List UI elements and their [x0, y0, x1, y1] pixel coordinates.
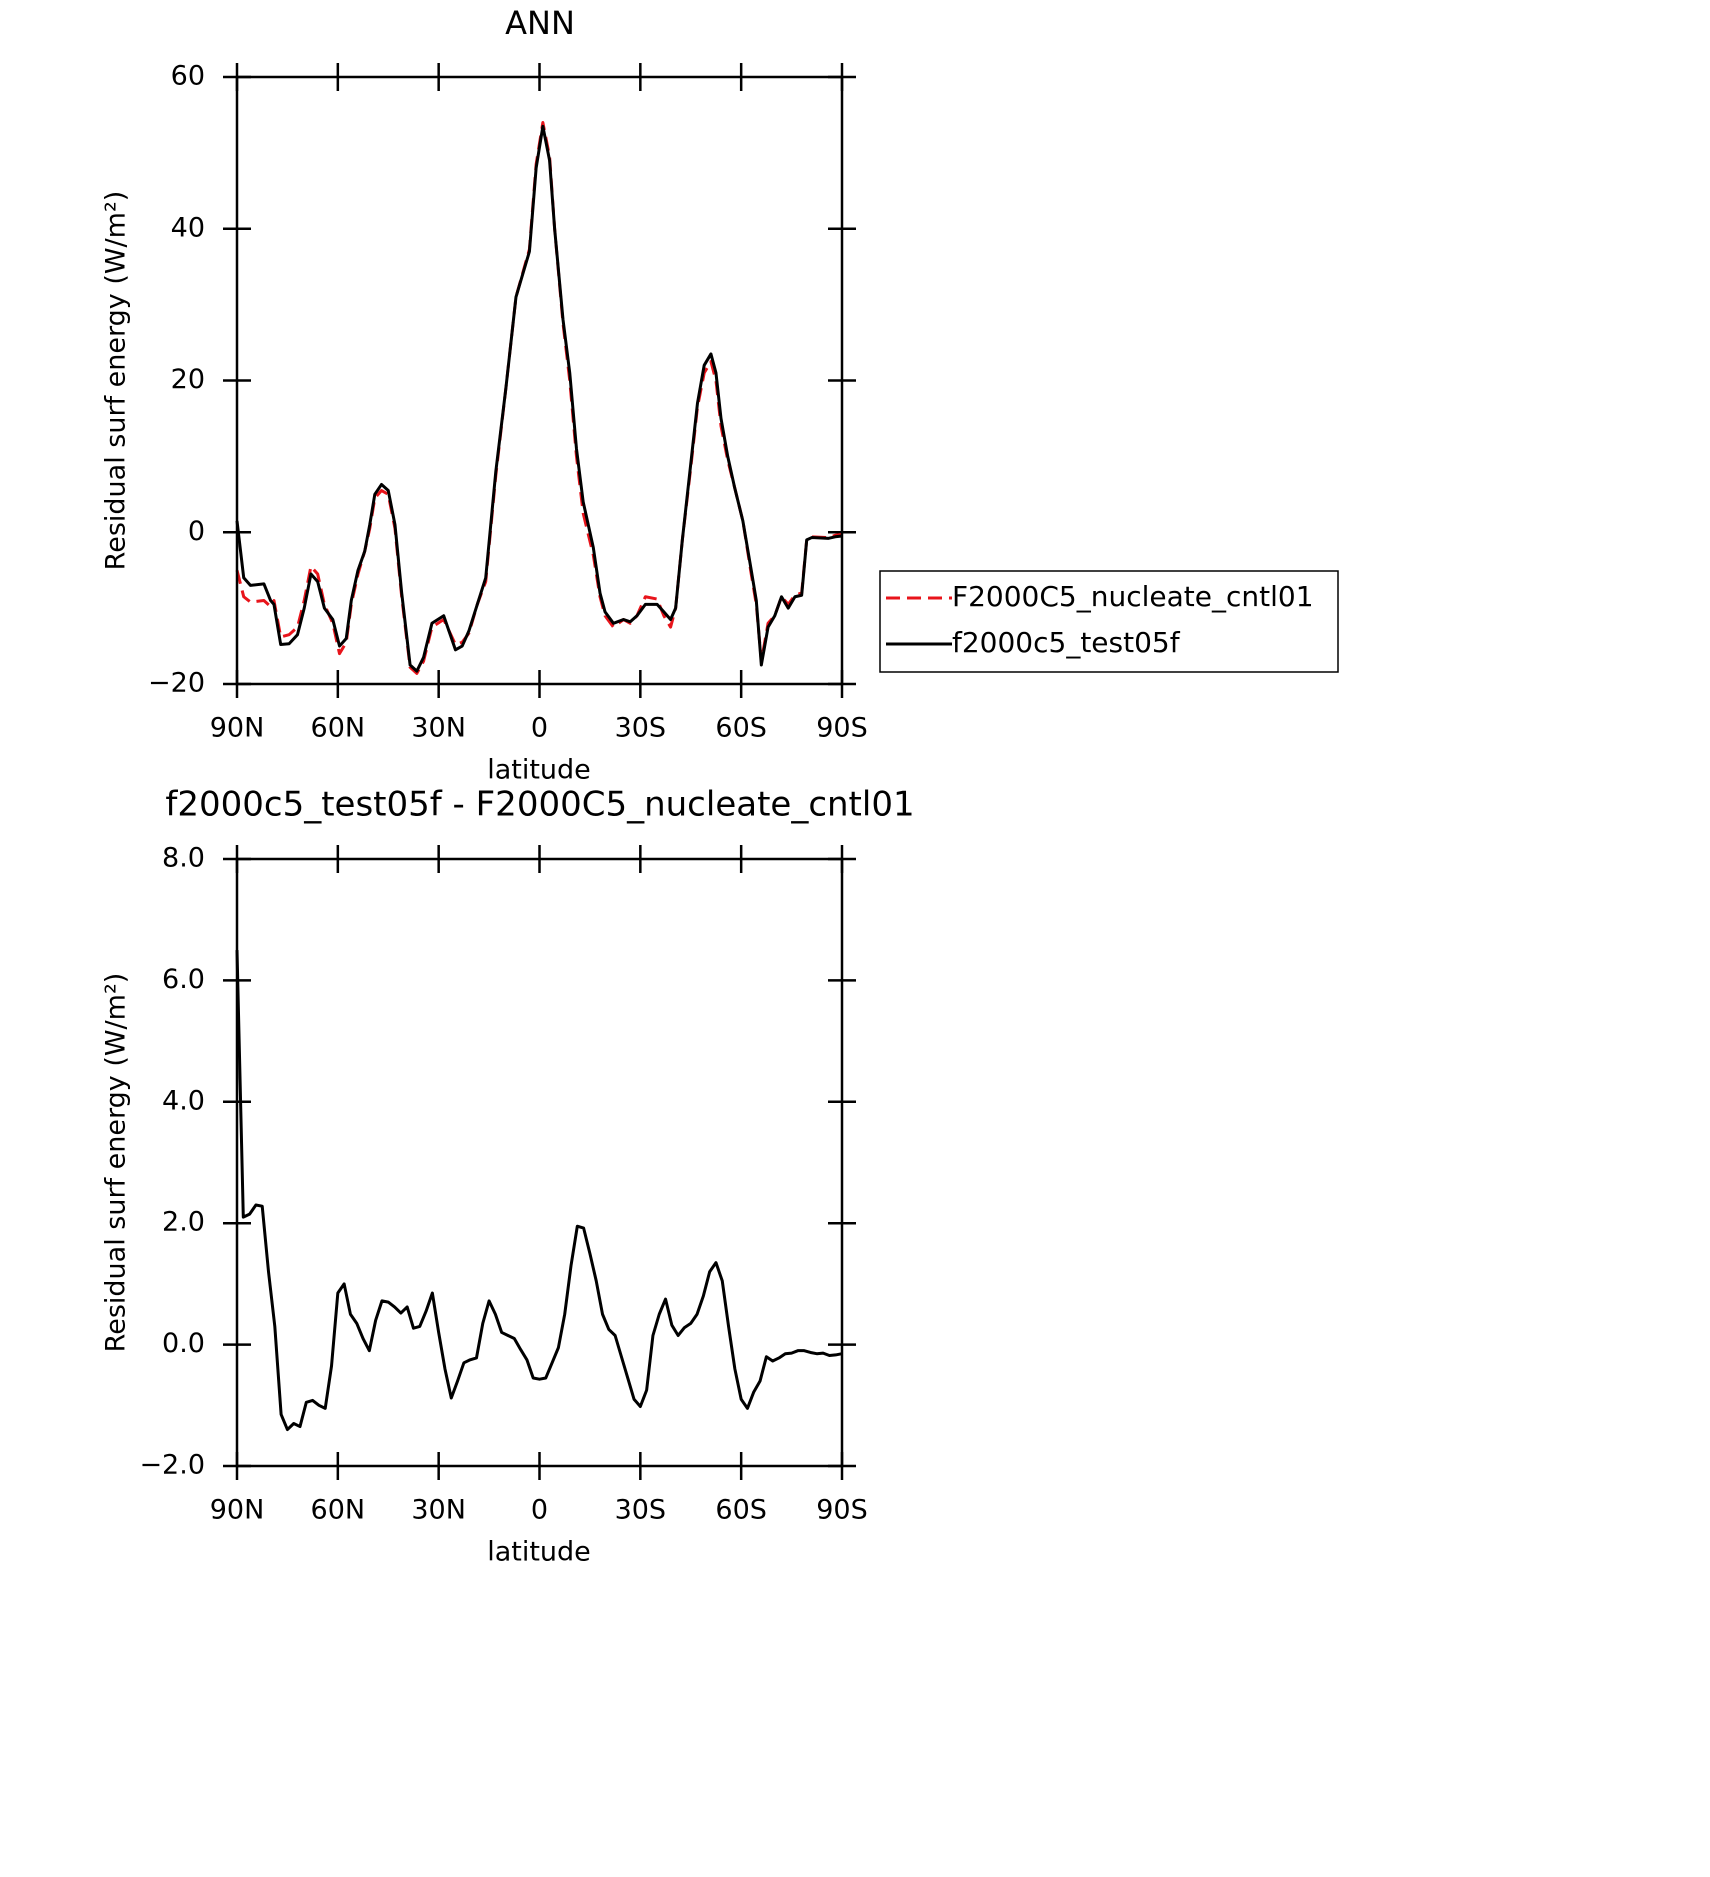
chart-title: f2000c5_test05f - F2000C5_nucleate_cntl0…	[165, 785, 914, 825]
y-tick-label: 20	[171, 364, 205, 395]
x-tick-label: 90S	[816, 713, 868, 744]
y-tick-label: 40	[171, 212, 205, 243]
x-tick-label: 0	[531, 713, 548, 744]
y-tick-label: 0.0	[162, 1328, 205, 1359]
x-tick-label: 60N	[311, 1495, 366, 1526]
x-tick-label: 30S	[615, 1495, 667, 1526]
y-tick-label: 8.0	[162, 843, 205, 874]
x-tick-label: 30N	[411, 713, 466, 744]
y-axis-label: Residual surf energy (W/m²)	[101, 973, 132, 1353]
y-tick-label: 6.0	[162, 964, 205, 995]
data-line	[235, 124, 843, 673]
y-axis-label: Residual surf energy (W/m²)	[101, 191, 132, 571]
data-line	[235, 121, 843, 675]
x-tick-label: 60S	[715, 1495, 767, 1526]
legend-box	[879, 570, 1339, 673]
x-tick-label: 60S	[715, 713, 767, 744]
chart-title: ANN	[505, 4, 575, 42]
x-axis-label: latitude	[487, 755, 591, 786]
y-tick-label: 60	[171, 61, 205, 92]
legend-label: F2000C5_nucleate_cntl01	[952, 580, 1314, 613]
y-tick-label: −20	[148, 668, 205, 699]
x-tick-label: 60N	[311, 713, 366, 744]
x-tick-label: 90S	[816, 1495, 868, 1526]
x-tick-label: 0	[531, 1495, 548, 1526]
x-tick-label: 90N	[210, 713, 265, 744]
legend-label: f2000c5_test05f	[952, 626, 1181, 659]
x-axis-label: latitude	[487, 1537, 591, 1568]
x-tick-label: 30N	[411, 1495, 466, 1526]
y-tick-label: 2.0	[162, 1207, 205, 1238]
y-tick-label: 0	[188, 516, 205, 547]
plot-frame	[235, 75, 844, 686]
plot-frame	[235, 857, 844, 1468]
data-line	[235, 950, 843, 1432]
y-tick-label: −2.0	[139, 1450, 205, 1481]
x-tick-label: 30S	[615, 713, 667, 744]
x-tick-label: 90N	[210, 1495, 265, 1526]
y-tick-label: 4.0	[162, 1085, 205, 1116]
